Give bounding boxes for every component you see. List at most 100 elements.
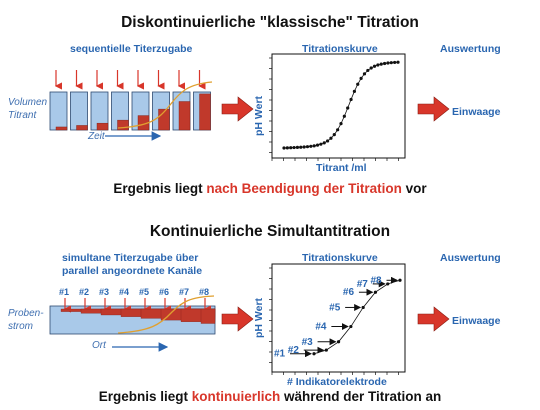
curve-point [393,60,397,65]
top-sigmoid-overlay [117,81,213,129]
top-title: Diskontinuierliche "klassische" Titratio… [121,14,419,31]
electrode-point [398,278,402,282]
channel-label: #4 [119,287,129,297]
indicator-electrode-labels: #1 #2#3#4#5#6#7 #8 [274,275,398,360]
electrode-point [336,340,341,344]
top-result-sentence: Ergebnis liegt nach Beendigung der Titra… [113,181,427,196]
titrant-volume-bar [76,125,88,131]
electrode-point [361,305,365,310]
electrode-label: #5 [329,302,341,313]
top-arrow-to-curve [221,96,254,122]
curve-point [362,72,367,76]
sequential-addition-boxes [49,70,211,131]
curve-point [372,64,377,68]
top-ylabel-line2: Titrant [8,110,37,121]
channel-label: #2 [79,287,89,297]
top-ylabel-line1: Volumen [8,97,48,108]
titrant-volume-bar [117,119,129,131]
curve-point [352,89,357,93]
curve-point [325,139,330,143]
curve-point [346,106,350,110]
electrode-label: #7 [357,279,369,290]
electrode-point [386,282,390,286]
channel-label: #3 [99,287,109,297]
top-time-label: Zeit [88,131,105,142]
curve-point [332,133,336,137]
channel-label: #5 [139,287,149,297]
channel-label: #8 [199,287,209,297]
titrant-volume-bar [158,108,170,131]
bottom-title: Kontinuierliche Simultantitration [149,223,391,240]
curve-point [376,63,380,67]
electrode-point [373,290,378,294]
top-result-label: Einwaage [452,106,501,118]
bottom-col3-heading: Auswertung [440,252,501,264]
electrode-label: #1 [274,349,286,360]
curve-point [285,146,289,150]
bottom-col1-heading-line2: parallel angeordnete Kanäle [62,265,203,277]
curve-point [305,145,310,149]
bottom-col2-heading: Titrationskurve [302,252,378,264]
titrant-volume-bar [96,122,109,131]
bottom-place-label: Ort [92,340,106,351]
curve-point [379,62,383,66]
curve-point [289,146,293,150]
titrant-volume-bar [55,126,68,131]
curve-point [389,61,393,65]
curve-point [369,66,373,70]
bottom-arrow-to-curve [221,306,254,332]
bottom-arrow-to-result [417,306,450,332]
curve-point [315,143,320,147]
addition-box [70,91,88,131]
curve-point [339,122,343,126]
curve-point [382,61,387,66]
top-col2-heading: Titrationskurve [302,43,378,55]
top-chart-ticks [269,57,399,161]
curve-point [342,114,346,118]
bottom-result-label: Einwaage [452,315,501,327]
channel-label: #6 [159,287,169,297]
curve-point [349,97,353,102]
electrode-label: #6 [343,287,355,298]
curve-point [359,76,363,80]
titrant-volume-bar [178,101,191,131]
top-chart-frame [271,53,406,159]
curve-point [292,145,296,150]
curve-point [312,144,316,148]
titrant-volume-bar [199,93,211,131]
channel-label: #1 [59,287,69,297]
curve-point [329,136,333,140]
curve-point [282,146,286,150]
curve-point [295,145,300,149]
curve-point [386,61,390,65]
curve-point [356,82,360,86]
channel-label: #7 [179,287,189,297]
curve-point [322,141,326,145]
top-arrow-to-result [417,96,450,122]
curve-point [336,128,340,132]
bottom-axis-y-label: pH Wert [253,297,265,338]
parallel-channels: #1 #2 #3 #4 #5 #6 #7 #8 [49,287,216,335]
bottom-result-sentence: Ergebnis liegt kontinuierlich während de… [98,389,442,404]
electrode-label: #3 [302,337,314,348]
bottom-ylabel-line1: Proben- [8,308,44,319]
curve-point [309,144,313,148]
electrode-point [312,352,316,356]
curve-point [319,142,323,146]
curve-point [302,145,306,149]
curve-point [396,60,400,64]
electrode-point [324,348,328,352]
electrode-label: #4 [315,322,327,333]
bottom-ylabel-line2: strom [8,321,33,332]
bottom-axis-x-label: # Indikatorelektrode [287,376,387,388]
bottom-chart-ticks [269,267,399,375]
electrode-point [349,324,353,329]
top-col3-heading: Auswertung [440,43,501,55]
bottom-sigmoid-overlay [117,295,215,334]
addition-box [49,91,68,131]
curve-point [299,145,303,149]
titrant-layer [200,308,216,324]
electrode-label: #8 [371,275,383,286]
top-col1-heading: sequentielle Titerzugabe [70,43,193,55]
